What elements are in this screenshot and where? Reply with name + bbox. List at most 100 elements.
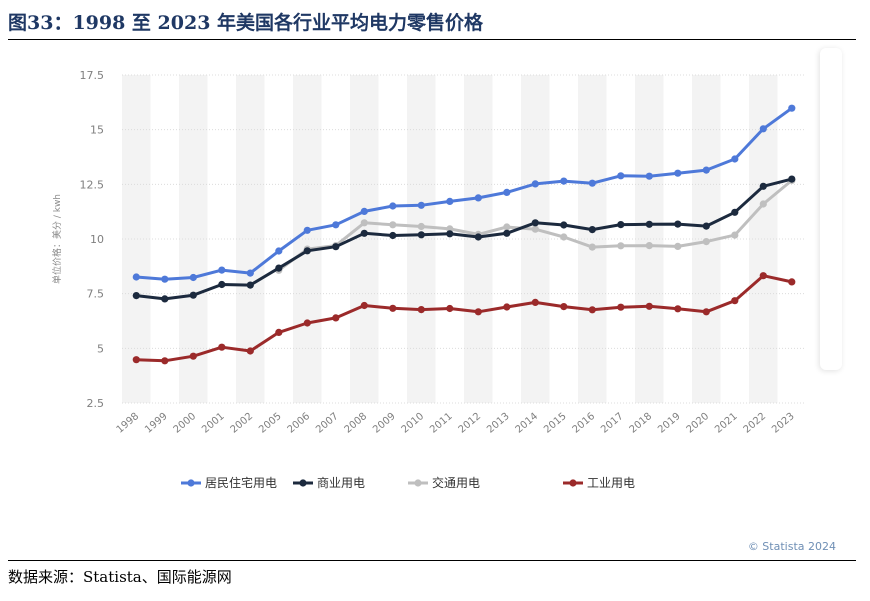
legend-item-4[interactable]: 工业用电 — [563, 476, 635, 490]
data-point[interactable] — [417, 231, 425, 239]
data-point[interactable] — [617, 172, 625, 180]
data-point[interactable] — [759, 125, 767, 133]
column-band — [578, 75, 607, 403]
data-point[interactable] — [588, 226, 596, 234]
data-point[interactable] — [189, 291, 197, 299]
data-point[interactable] — [674, 169, 682, 177]
data-point[interactable] — [417, 222, 425, 231]
data-point[interactable] — [674, 305, 682, 313]
data-point[interactable] — [560, 221, 568, 229]
y-tick-label: 17.5 — [80, 69, 105, 82]
x-tick-label: 2014 — [514, 411, 541, 436]
data-point[interactable] — [674, 220, 682, 228]
figure-title: 图33：1998 至 2023 年美国各行业平均电力零售价格 — [8, 12, 484, 34]
data-point[interactable] — [218, 266, 226, 274]
data-point[interactable] — [332, 243, 340, 251]
data-point[interactable] — [446, 304, 454, 313]
data-point[interactable] — [788, 278, 796, 286]
data-point[interactable] — [218, 280, 226, 289]
data-point[interactable] — [446, 197, 454, 205]
data-point[interactable] — [474, 308, 482, 316]
data-point[interactable] — [588, 179, 596, 187]
data-point[interactable] — [531, 225, 539, 233]
data-point[interactable] — [702, 222, 710, 230]
data-point[interactable] — [731, 155, 739, 163]
data-point[interactable] — [360, 219, 368, 227]
y-tick-label: 7.5 — [87, 288, 105, 301]
data-point[interactable] — [275, 328, 283, 336]
data-point[interactable] — [617, 242, 625, 250]
data-point[interactable] — [275, 247, 283, 255]
data-point[interactable] — [645, 242, 653, 250]
data-point[interactable] — [389, 221, 397, 229]
data-point[interactable] — [731, 297, 739, 305]
series-1 — [132, 104, 796, 283]
data-point[interactable] — [731, 208, 739, 216]
data-point[interactable] — [503, 303, 511, 311]
data-point[interactable] — [246, 269, 254, 277]
data-point[interactable] — [702, 166, 710, 174]
data-point[interactable] — [246, 281, 254, 289]
data-point[interactable] — [560, 177, 568, 185]
data-point[interactable] — [788, 104, 796, 112]
x-tick-label: 2016 — [571, 411, 598, 436]
data-point[interactable] — [560, 233, 568, 241]
x-tick-label: 2007 — [314, 411, 341, 436]
data-point[interactable] — [389, 202, 397, 210]
data-point[interactable] — [360, 301, 368, 310]
data-point[interactable] — [531, 298, 539, 306]
legend-item-1[interactable]: 居民住宅用电 — [181, 475, 277, 490]
data-point[interactable] — [759, 182, 767, 190]
data-point[interactable] — [275, 264, 283, 272]
data-point[interactable] — [702, 308, 710, 316]
data-point[interactable] — [474, 194, 482, 202]
data-point[interactable] — [560, 303, 568, 311]
data-point[interactable] — [417, 201, 425, 209]
data-point[interactable] — [303, 226, 311, 234]
data-point[interactable] — [588, 243, 596, 251]
data-point[interactable] — [132, 273, 140, 281]
data-point[interactable] — [360, 207, 368, 215]
column-band — [521, 75, 550, 403]
data-point[interactable] — [788, 175, 796, 183]
data-point[interactable] — [503, 223, 511, 231]
data-point[interactable] — [474, 233, 482, 241]
y-axis-label: 单位价格：美分 / kwh — [51, 194, 63, 284]
data-point[interactable] — [189, 352, 197, 360]
data-point[interactable] — [332, 314, 340, 322]
data-point[interactable] — [161, 357, 169, 365]
data-point[interactable] — [132, 292, 140, 300]
data-point[interactable] — [161, 295, 169, 303]
data-point[interactable] — [759, 200, 767, 208]
data-point[interactable] — [132, 356, 140, 364]
data-point[interactable] — [731, 231, 739, 239]
data-point[interactable] — [617, 303, 625, 311]
series-line — [136, 106, 793, 281]
data-point[interactable] — [218, 343, 226, 351]
data-point[interactable] — [417, 306, 425, 314]
data-point[interactable] — [503, 188, 511, 196]
data-point[interactable] — [702, 238, 710, 246]
data-point[interactable] — [617, 221, 625, 229]
data-point[interactable] — [446, 230, 454, 238]
legend-item-3[interactable]: 交通用电 — [408, 475, 480, 490]
data-point[interactable] — [246, 347, 254, 355]
data-point[interactable] — [161, 275, 169, 283]
data-point[interactable] — [360, 229, 368, 237]
data-point[interactable] — [303, 247, 311, 255]
legend-item-2[interactable]: 商业用电 — [293, 475, 365, 490]
data-point[interactable] — [531, 219, 539, 227]
data-point[interactable] — [332, 221, 340, 229]
data-point[interactable] — [303, 319, 311, 327]
data-point[interactable] — [189, 273, 197, 282]
data-point[interactable] — [531, 180, 539, 188]
data-point[interactable] — [759, 272, 767, 280]
data-point[interactable] — [645, 172, 653, 180]
data-point[interactable] — [645, 302, 653, 310]
data-point[interactable] — [503, 229, 511, 237]
data-point[interactable] — [389, 304, 397, 312]
data-point[interactable] — [389, 231, 397, 240]
data-point[interactable] — [674, 242, 682, 250]
data-point[interactable] — [588, 306, 596, 314]
data-point[interactable] — [645, 220, 653, 228]
